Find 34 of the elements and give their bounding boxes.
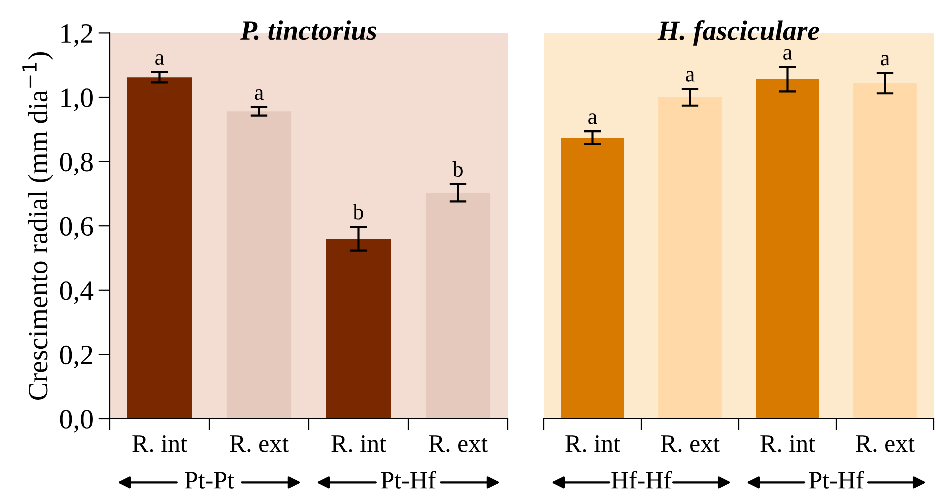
y-tick-label: 1,2: [62, 24, 92, 48]
text: Pt-Hf: [381, 471, 436, 489]
data-label: b: [452, 161, 463, 178]
y-tick-label: 1,0: [62, 88, 93, 112]
chart-title: P. tinctorius: [240, 20, 377, 40]
y-tick-label: 0,6: [60, 217, 94, 240]
bar: [426, 192, 491, 419]
data-label: a: [784, 49, 792, 60]
x-tick-label: R. int: [760, 435, 816, 452]
data-label: a: [156, 54, 164, 66]
x-tick-label: R. ext: [661, 436, 720, 452]
data-label: a: [686, 71, 695, 82]
bar: [226, 112, 292, 419]
bar: [326, 238, 392, 419]
text: Pt-Hf: [809, 471, 864, 489]
data-label: b: [353, 204, 364, 220]
x-tick-label: R. int: [132, 435, 188, 452]
x-tick-label: R. ext: [856, 436, 915, 452]
y-tick-label: 0,0: [60, 410, 93, 433]
bar: [127, 78, 192, 419]
x-tick-label: R. int: [332, 435, 386, 452]
data-label: a: [881, 55, 890, 66]
text: Pt-Pt: [185, 472, 234, 489]
data-label: a: [255, 90, 264, 100]
y-axis-title: Crescimento radial (mm dia$^{−1}$): [22, 52, 54, 400]
chart-title: H. fasciculare: [658, 20, 820, 46]
text: Hf-Hf: [612, 471, 672, 489]
y-tick-label: 0,4: [60, 282, 94, 304]
data-label: a: [588, 114, 598, 124]
y-tick-label: 0,2: [60, 346, 92, 369]
x-tick-label: R. ext: [230, 436, 289, 452]
x-tick-label: R. ext: [429, 436, 488, 452]
x-tick-label: R. int: [566, 435, 620, 452]
y-tick-label: 0,8: [60, 152, 93, 176]
